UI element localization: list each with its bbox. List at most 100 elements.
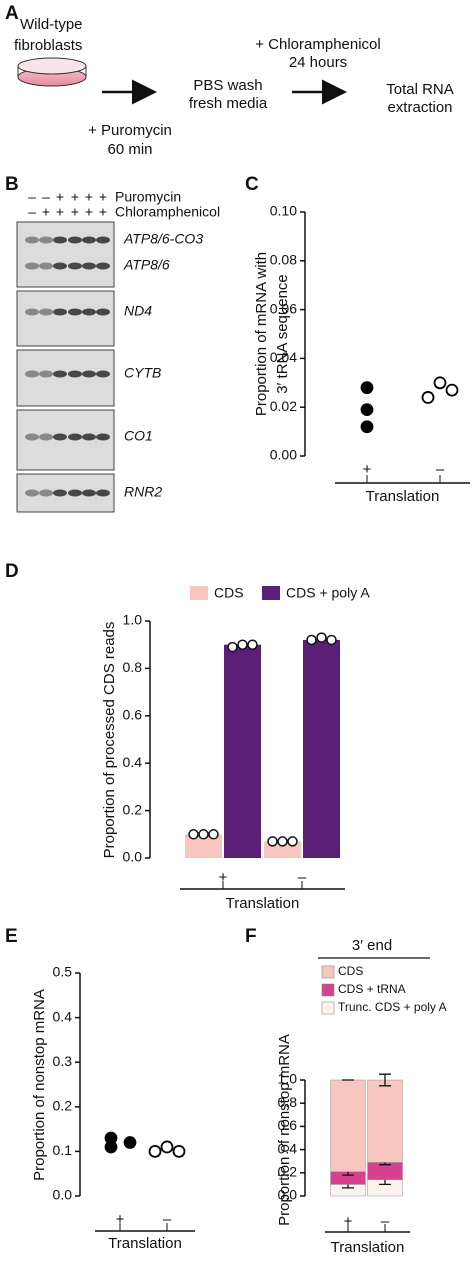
treatment-sign: +: [99, 189, 107, 205]
gel-band: [25, 489, 39, 497]
legend-swatch: [262, 586, 280, 600]
x-tick-label: –: [436, 461, 445, 478]
gel-band: [53, 308, 67, 316]
diagram-text: extraction: [387, 99, 452, 116]
gel-band: [96, 308, 110, 316]
treatment-sign: –: [42, 189, 50, 205]
y-tick-label: 0.02: [270, 398, 297, 414]
y-tick-label: 0.0: [123, 849, 143, 865]
x-tick-label: +: [116, 1211, 125, 1228]
x-axis-label: Translation: [226, 895, 300, 912]
gel-band: [82, 433, 96, 441]
legend-label: CDS + poly A: [286, 585, 370, 601]
data-point: [287, 836, 298, 847]
treatment-sign: –: [28, 189, 36, 205]
gel: [16, 290, 115, 347]
y-axis-label: 3′ tRNA sequence: [274, 274, 291, 394]
x-tick-label: –: [163, 1211, 172, 1228]
gel-band: [82, 262, 96, 270]
data-point: [123, 1136, 137, 1149]
gel-band: [68, 489, 82, 497]
legend-label: CDS: [214, 585, 244, 601]
y-tick-label: 0.2: [123, 801, 143, 817]
data-point: [433, 376, 447, 390]
legend-swatch: [321, 983, 335, 997]
treatment-name: Puromycin: [115, 189, 181, 205]
y-tick-label: 1.0: [278, 1071, 298, 1087]
gel-band: [82, 236, 96, 244]
gel-label: CYTB: [124, 365, 161, 381]
gel-band: [25, 433, 39, 441]
panel-label: B: [5, 174, 19, 195]
x-tick-label: –: [381, 1213, 390, 1230]
gel-band: [68, 236, 82, 244]
y-axis-label: Proportion of mRNA with: [253, 252, 270, 416]
y-tick-label: 0.8: [123, 659, 143, 675]
gel-band: [25, 370, 39, 378]
treatment-sign: –: [28, 204, 36, 220]
diagram-text: PBS wash: [193, 77, 262, 94]
data-point: [360, 403, 374, 417]
data-point: [316, 632, 327, 643]
x-tick-label: +: [363, 461, 372, 478]
x-tick-label: –: [298, 869, 307, 886]
gel-band: [82, 308, 96, 316]
gel-band: [96, 370, 110, 378]
gel-band: [53, 370, 67, 378]
y-tick-label: 0.0: [53, 1187, 73, 1203]
data-point: [445, 383, 459, 397]
y-tick-label: 0.8: [278, 1094, 298, 1110]
gel-band: [53, 489, 67, 497]
treatment-name: Chloramphenicol: [115, 204, 220, 220]
gel-band: [82, 370, 96, 378]
bar-segment: [367, 1079, 403, 1163]
diagram-text: Total RNA: [386, 81, 454, 98]
data-point: [104, 1140, 118, 1154]
gel-band: [39, 489, 53, 497]
panel-label: A: [5, 3, 19, 24]
y-tick-label: 0.6: [278, 1117, 298, 1133]
gel-band: [39, 370, 53, 378]
legend-swatch: [321, 965, 335, 979]
y-tick-label: 0.0: [278, 1187, 298, 1203]
data-point: [267, 836, 278, 847]
y-tick-label: 0.00: [270, 447, 297, 463]
legend-swatch: [190, 586, 208, 600]
treatment-sign: +: [42, 204, 50, 220]
legend-label: CDS + tRNA: [338, 982, 406, 996]
treatment-sign: +: [71, 189, 79, 205]
treatment-sign: +: [56, 189, 64, 205]
gel-label: ATP8/6-CO3: [123, 231, 203, 247]
bar: [224, 644, 261, 858]
y-tick-label: 0.2: [53, 1098, 73, 1114]
gel-band: [96, 433, 110, 441]
gel-band: [68, 262, 82, 270]
y-tick-label: 0.5: [53, 964, 73, 980]
data-point: [160, 1140, 174, 1154]
y-tick-label: 0.2: [278, 1164, 298, 1180]
legend-swatch: [321, 1001, 335, 1015]
treatment-sign: +: [99, 204, 107, 220]
x-axis-label: Translation: [366, 488, 440, 505]
data-point: [360, 381, 374, 395]
panel-label: C: [245, 174, 259, 195]
gel-band: [25, 308, 39, 316]
bar: [303, 639, 340, 858]
gel: [16, 221, 115, 288]
legend-label: CDS: [338, 964, 363, 978]
panel-label: F: [245, 926, 257, 947]
gel-band: [96, 262, 110, 270]
diagram-text: 60 min: [107, 141, 152, 158]
x-axis-label: Translation: [108, 1235, 182, 1252]
y-tick-label: 0.4: [123, 754, 143, 770]
diagram-text: + Puromycin: [88, 122, 172, 139]
gel-band: [39, 308, 53, 316]
gel-band: [68, 370, 82, 378]
data-point: [237, 639, 248, 650]
gel-band: [53, 236, 67, 244]
diagram-text: + Chloramphenicol: [255, 36, 381, 53]
y-tick-label: 0.10: [270, 203, 297, 219]
x-tick-label: +: [344, 1213, 353, 1230]
x-axis-label: Translation: [331, 1239, 405, 1256]
